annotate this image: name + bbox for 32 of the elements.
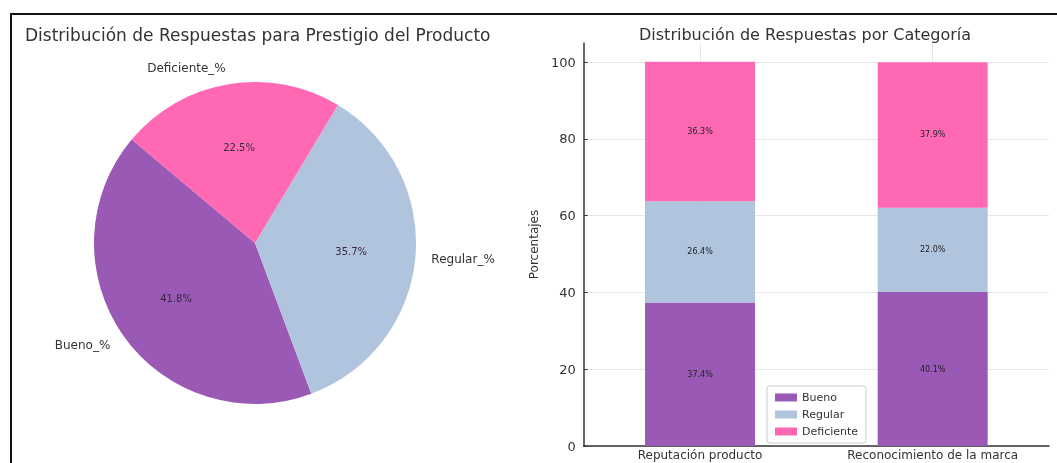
slice-label: Deficiente_% — [147, 61, 226, 76]
data-label: 37.4% — [687, 369, 714, 379]
slice-label: Bueno_% — [54, 338, 111, 353]
legend-label: Deficiente — [802, 425, 859, 438]
data-label: 37.9% — [919, 130, 946, 140]
bar — [877, 292, 988, 446]
data-label: 35.7% — [335, 246, 368, 258]
legend-label: Bueno — [802, 391, 838, 404]
data-label: 41.8% — [160, 293, 192, 305]
y-tick-label: 80 — [559, 131, 576, 147]
bar — [645, 302, 756, 446]
data-label: 36.3% — [687, 126, 714, 136]
data-label: 22.5% — [223, 142, 255, 154]
y-tick-label: 60 — [559, 208, 576, 224]
bar — [877, 62, 988, 208]
bar — [877, 207, 988, 293]
legend-label: Regular — [802, 408, 845, 421]
data-label: 22.0% — [919, 245, 946, 255]
y-axis-title: Porcentajes — [527, 209, 541, 280]
y-tick-label: 40 — [559, 284, 576, 300]
data-label: 26.4% — [687, 247, 714, 257]
y-tick-label: 20 — [559, 361, 576, 377]
x-tick-label: Reputación producto — [637, 448, 763, 462]
data-label: 40.1% — [919, 364, 946, 374]
y-tick-label: 0 — [567, 438, 576, 454]
bar — [645, 201, 756, 303]
y-tick-label: 100 — [550, 54, 576, 70]
slice-label: Regular_% — [431, 252, 495, 267]
chart-title: Distribución de Respuestas por Categoría — [639, 24, 972, 44]
chart-title: Distribución de Respuestas para Prestigio del Producto — [25, 24, 491, 45]
bar — [645, 61, 756, 202]
x-tick-label: Reconocimiento de la marca — [847, 448, 1019, 462]
